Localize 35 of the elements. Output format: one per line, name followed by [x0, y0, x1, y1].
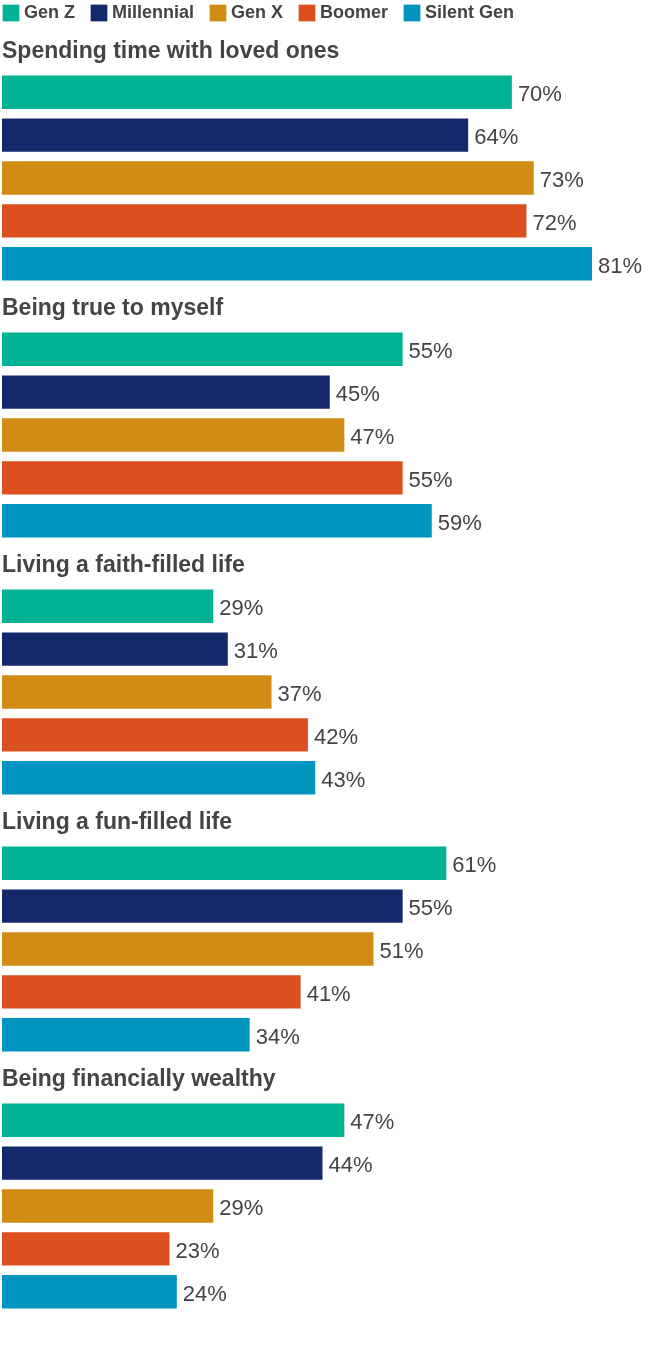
- data-label: 64%: [474, 124, 519, 150]
- y-tick-label: Being true to myself: [2, 294, 224, 320]
- legend-label: Gen X: [231, 2, 284, 22]
- legend-label: Gen Z: [24, 2, 76, 22]
- data-label: 73%: [539, 167, 584, 192]
- legend-label: Silent Gen: [425, 2, 515, 22]
- data-label: 47%: [350, 424, 395, 449]
- data-label: 55%: [408, 338, 453, 364]
- legend-label: Boomer: [320, 2, 389, 22]
- data-label: 59%: [437, 509, 482, 535]
- data-label: 31%: [233, 638, 278, 664]
- data-label: 70%: [517, 81, 562, 107]
- data-label: 55%: [408, 895, 453, 921]
- data-label: 34%: [255, 1023, 300, 1049]
- data-label: 37%: [277, 681, 322, 706]
- data-label: 81%: [598, 252, 643, 278]
- data-label: 29%: [219, 595, 264, 621]
- data-label: 41%: [306, 980, 351, 1006]
- data-label: 47%: [350, 1109, 395, 1135]
- y-tick-label: Living a faith-filled life: [2, 551, 245, 577]
- data-label: 51%: [379, 938, 424, 963]
- data-label: 29%: [219, 1195, 264, 1220]
- data-label: 61%: [452, 852, 497, 878]
- y-tick-label: Living a fun-filled life: [2, 808, 232, 834]
- data-label: 24%: [182, 1280, 227, 1306]
- data-label: 72%: [532, 209, 577, 235]
- data-label: 55%: [408, 466, 453, 492]
- y-tick-label: Spending time with loved ones: [2, 37, 340, 63]
- data-label: 42%: [313, 723, 358, 749]
- y-tick-label: Being financially wealthy: [2, 1065, 276, 1091]
- data-label: 23%: [175, 1237, 220, 1263]
- data-label: 44%: [328, 1152, 373, 1178]
- data-label: 45%: [335, 381, 380, 407]
- legend-label: Millennial: [112, 2, 195, 22]
- data-label: 43%: [321, 766, 366, 792]
